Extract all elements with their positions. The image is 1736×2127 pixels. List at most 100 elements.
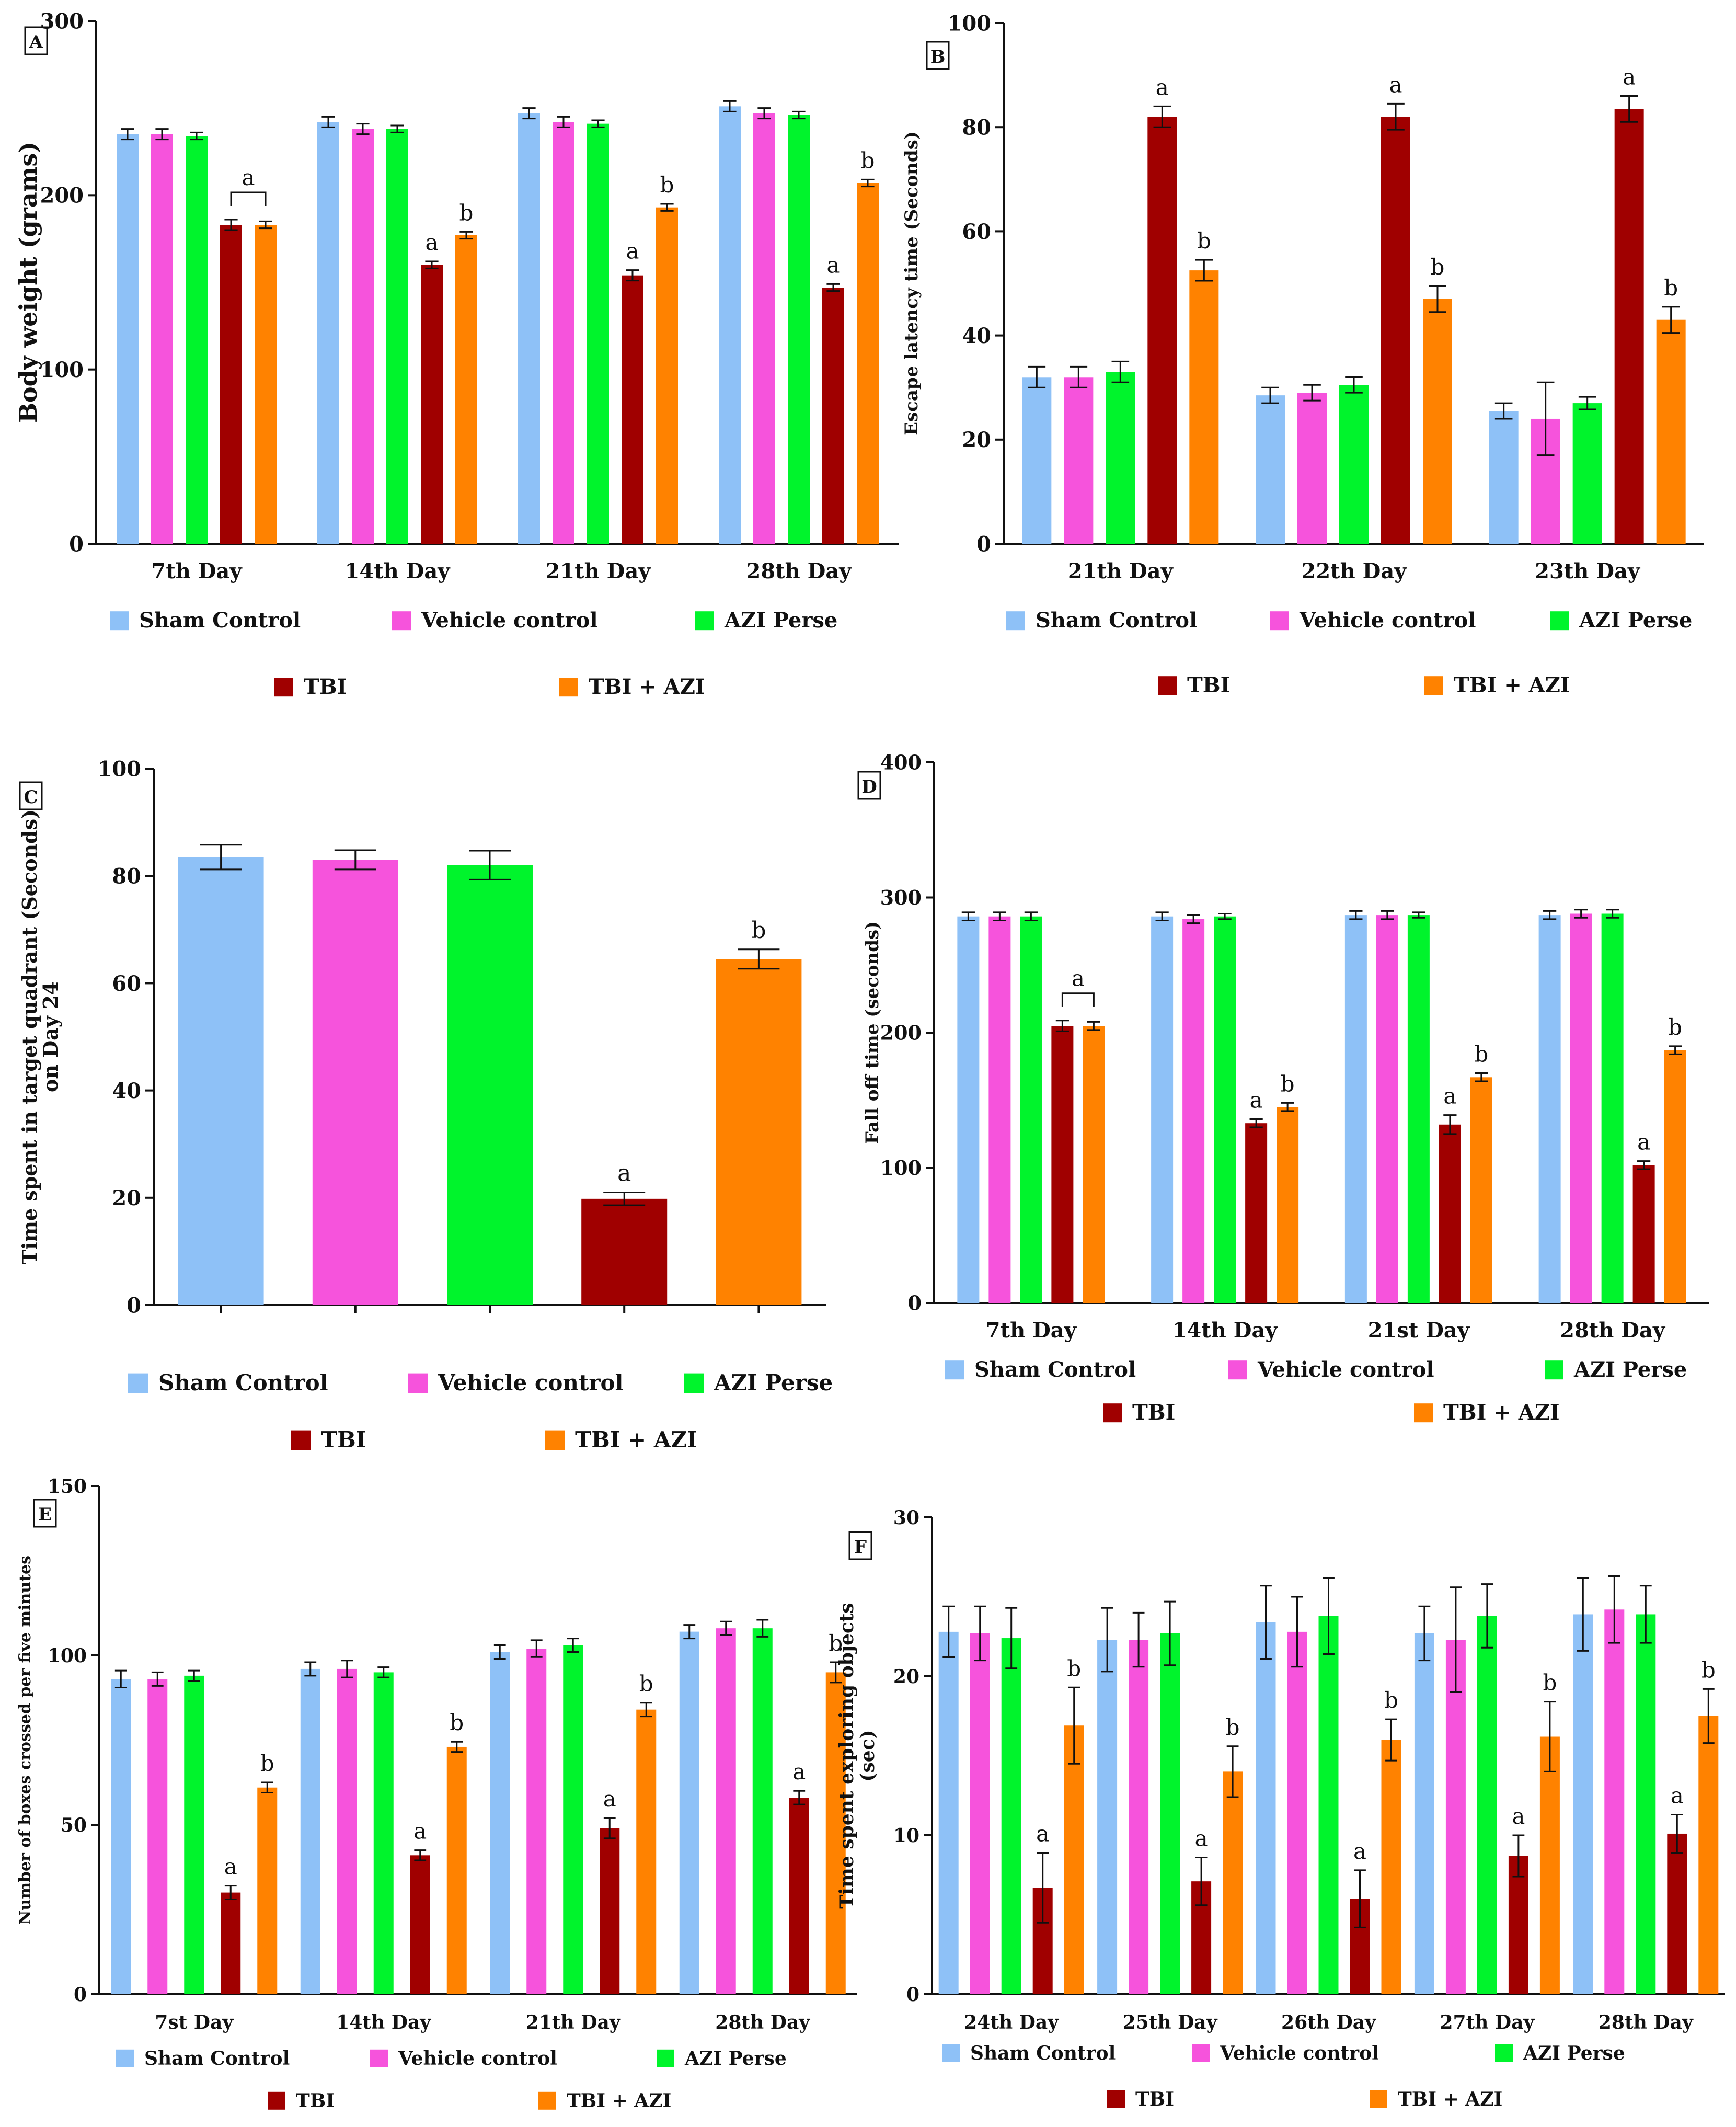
bar: [312, 860, 398, 1305]
legend-label: TBI + AZI: [1454, 673, 1570, 697]
legend-label: Sham Control: [139, 608, 301, 633]
y-axis-label: Fall off time (seconds): [862, 921, 883, 1144]
legend-swatch: [1550, 611, 1569, 631]
panel-letter-box: [857, 771, 881, 800]
x-tick-label: 25th Day: [1123, 2011, 1218, 2033]
bar: [1573, 1614, 1593, 1994]
bar: [300, 1668, 320, 1994]
legend-swatch: [559, 678, 578, 697]
x-tick-label: 22th Day: [1302, 559, 1408, 584]
y-tick-label: 20: [962, 428, 991, 452]
legend-swatch: [1495, 2044, 1513, 2062]
legend-swatch: [657, 2049, 674, 2067]
bar: [1189, 270, 1219, 544]
bar: [1182, 919, 1205, 1303]
bar: [317, 122, 339, 544]
legend-swatch: [1270, 611, 1289, 631]
significance-label: a: [425, 230, 438, 255]
panel-letter-box: [19, 781, 43, 810]
y-tick-label: 60: [962, 220, 991, 244]
bar: [117, 134, 139, 544]
significance-label: a: [1389, 72, 1402, 97]
legend-swatch: [128, 1373, 148, 1393]
significance-label: a: [224, 1854, 237, 1880]
bar: [147, 1679, 168, 1994]
bar: [1223, 1771, 1243, 1994]
x-tick-label: 27th Day: [1440, 2011, 1535, 2033]
x-tick-label: 7th Day: [986, 1318, 1077, 1343]
legend-swatch: [370, 2049, 388, 2067]
significance-label: a: [792, 1759, 806, 1785]
y-tick-label: 100: [48, 1645, 87, 1667]
legend-swatch: [1006, 611, 1025, 631]
legend-label: TBI: [1187, 673, 1230, 697]
bar: [857, 183, 879, 544]
legend-label: Vehicle control: [421, 608, 598, 633]
bar: [1287, 1631, 1307, 1994]
bar: [788, 115, 810, 544]
y-tick-label: 0: [74, 1984, 87, 2006]
legend-label: Sham Control: [1036, 608, 1197, 633]
y-tick-label: 100: [880, 1156, 922, 1180]
significance-label: b: [639, 1671, 653, 1697]
bar: [825, 1672, 846, 1994]
significance-label: b: [1543, 1670, 1557, 1696]
panel-a: A 0 100 200 300 Body weight (grams) 7th Day 14t…: [14, 9, 899, 699]
y-axis-label: Time spent in target quadrant (Seconds): [18, 809, 41, 1264]
legend-label: Sham Control: [970, 2042, 1116, 2064]
bar: [455, 235, 477, 544]
y-tick-label: 0: [127, 1293, 141, 1318]
bar: [1106, 372, 1135, 544]
bar: [1407, 915, 1430, 1303]
y-tick-label: 0: [976, 532, 991, 556]
significance-label: a: [1036, 1821, 1049, 1846]
bar: [186, 136, 208, 544]
legend-label: TBI: [304, 674, 347, 699]
y-tick-label: 60: [112, 971, 141, 996]
bar: [1381, 117, 1410, 544]
bar: [1656, 319, 1686, 544]
significance-label: a: [1443, 1083, 1456, 1109]
legend-swatch: [945, 1360, 964, 1380]
legend-swatch: [1424, 676, 1443, 695]
significance-label: b: [660, 172, 674, 198]
bar: [410, 1855, 430, 1994]
panel-letter: A: [29, 32, 43, 53]
significance-label: a: [826, 252, 840, 278]
y-tick-label: 0: [908, 1291, 922, 1315]
y-tick-label: 80: [962, 116, 991, 140]
bar: [1439, 1124, 1461, 1303]
legend-swatch: [1192, 2044, 1210, 2062]
significance-label: a: [1512, 1803, 1525, 1829]
legend-swatch: [695, 611, 714, 631]
significance-label: a: [626, 238, 639, 264]
legend-swatch: [1228, 1360, 1247, 1380]
bar: [1064, 377, 1094, 544]
bar: [636, 1709, 657, 1994]
significance-label: b: [1197, 228, 1211, 254]
significance-label: b: [1701, 1657, 1716, 1683]
legend-swatch: [545, 1430, 565, 1450]
bar: [753, 113, 775, 544]
y-tick-label: 0: [906, 1984, 919, 2006]
y-axis-label: (sec): [857, 1730, 879, 1781]
legend-label: AZI Perse: [1579, 608, 1692, 633]
bar: [1051, 1026, 1074, 1303]
panel-letter-box: [926, 41, 950, 70]
x-tick-label: 24th Day: [964, 2011, 1059, 2033]
significance-label: a: [1623, 64, 1636, 89]
panel-c: C 0 20 40 60 80 100 Time spent in target quadra…: [18, 757, 833, 1453]
significance-label: a: [1353, 1838, 1366, 1864]
x-tick-label: 14th Day: [336, 2011, 431, 2033]
y-tick-label: 100: [98, 757, 142, 781]
y-tick-label: 40: [112, 1079, 141, 1103]
legend-swatch: [110, 611, 129, 631]
bar: [1097, 1640, 1118, 1994]
bar: [421, 265, 443, 544]
bar: [822, 288, 844, 544]
bar: [938, 1631, 959, 1994]
significance-label: a: [617, 1160, 631, 1187]
bar: [1601, 913, 1624, 1303]
legend-label: Vehicle control: [438, 1370, 623, 1396]
y-tick-label: 10: [893, 1825, 919, 1847]
